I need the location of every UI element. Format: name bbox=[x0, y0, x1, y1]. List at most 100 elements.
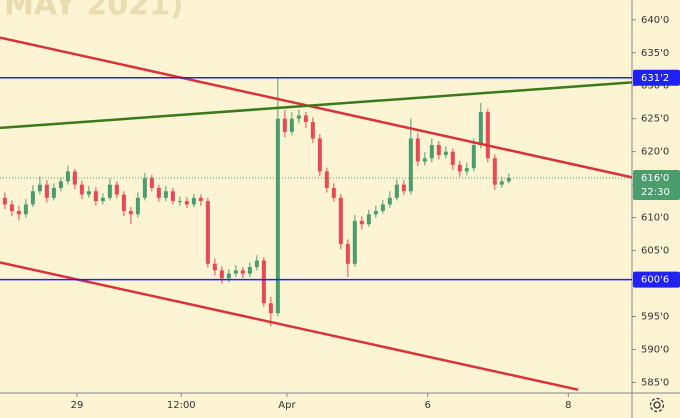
candle-body bbox=[415, 138, 420, 162]
candle-body bbox=[135, 197, 140, 215]
trendline bbox=[0, 261, 579, 391]
level-label: 631'2 bbox=[641, 73, 669, 84]
candle-body bbox=[16, 211, 21, 215]
watermark: MAY 2021) bbox=[4, 0, 184, 23]
y-tick-label: 610'0 bbox=[641, 213, 669, 224]
candle-body bbox=[499, 181, 504, 185]
candle-body bbox=[387, 197, 392, 205]
candle-body bbox=[240, 270, 245, 274]
level-badge bbox=[633, 69, 680, 86]
candle-body bbox=[443, 151, 448, 155]
trendline bbox=[0, 81, 633, 130]
candle-body bbox=[219, 270, 224, 279]
y-tick-label: 585'0 bbox=[641, 377, 669, 388]
candle-body bbox=[331, 187, 336, 198]
candle-body bbox=[170, 191, 175, 202]
candle-body bbox=[359, 220, 364, 225]
candle-body bbox=[408, 138, 413, 192]
candle-body bbox=[9, 204, 14, 212]
candle-body bbox=[107, 184, 112, 198]
candle-body bbox=[247, 267, 252, 274]
candle-body bbox=[296, 115, 301, 119]
candle-body bbox=[93, 191, 98, 202]
candle-body bbox=[191, 197, 196, 205]
candle-body bbox=[345, 243, 350, 264]
y-tick-label: 590'0 bbox=[641, 344, 669, 355]
y-tick-label: 635'0 bbox=[641, 48, 669, 59]
candle-body bbox=[156, 187, 161, 198]
candle-body bbox=[310, 121, 315, 139]
last-price-label: 616'0 bbox=[641, 173, 669, 184]
candle-body bbox=[450, 151, 455, 165]
candle-body bbox=[100, 197, 105, 202]
candle-body bbox=[261, 260, 266, 304]
y-tick-label: 605'0 bbox=[641, 246, 669, 257]
candle-body bbox=[79, 184, 84, 195]
x-tick-label: 8 bbox=[565, 400, 571, 411]
candle-body bbox=[205, 201, 210, 264]
y-tick-label: 595'0 bbox=[641, 312, 669, 323]
candle-body bbox=[506, 178, 511, 182]
settings-icon[interactable] bbox=[649, 397, 665, 413]
x-tick-label: 6 bbox=[424, 400, 430, 411]
candle-body bbox=[254, 260, 259, 268]
candle-body bbox=[58, 181, 63, 188]
candle-body bbox=[352, 220, 357, 264]
candle-body bbox=[471, 145, 476, 169]
candle-body bbox=[289, 118, 294, 132]
y-tick-label: 640'0 bbox=[641, 15, 669, 26]
countdown-label: 22:30 bbox=[641, 187, 670, 198]
candle-body bbox=[51, 187, 56, 198]
candle-body bbox=[429, 145, 434, 159]
candle-body bbox=[457, 164, 462, 172]
candle-body bbox=[23, 204, 28, 215]
candle-body bbox=[338, 197, 343, 244]
candle-body bbox=[128, 211, 133, 215]
trendline bbox=[0, 36, 633, 179]
candle-body bbox=[226, 273, 231, 279]
candle-body bbox=[282, 118, 287, 132]
candle-body bbox=[373, 211, 378, 215]
candle-body bbox=[149, 178, 154, 188]
candle-body bbox=[380, 204, 385, 212]
candle-body bbox=[184, 201, 189, 205]
candle-body bbox=[72, 171, 77, 185]
y-tick-label: 620'0 bbox=[641, 147, 669, 158]
candle-body bbox=[142, 178, 147, 198]
candle-body bbox=[37, 184, 42, 192]
candle-body bbox=[2, 197, 7, 205]
candle-body bbox=[324, 171, 329, 188]
candle-body bbox=[366, 214, 371, 225]
candle-body bbox=[86, 191, 91, 195]
candle-body bbox=[44, 184, 49, 198]
candle-body bbox=[114, 184, 119, 195]
x-tick-label: Apr bbox=[278, 400, 296, 411]
candle-body bbox=[163, 191, 168, 198]
level-badge bbox=[633, 271, 680, 288]
candle-body bbox=[303, 115, 308, 122]
candle-body bbox=[268, 303, 273, 314]
candle-body bbox=[478, 112, 483, 146]
x-tick-label: 12:00 bbox=[167, 400, 196, 411]
y-tick-label: 625'0 bbox=[641, 114, 669, 125]
candle-body bbox=[401, 184, 406, 192]
candle-body bbox=[275, 118, 280, 314]
candle-body bbox=[394, 184, 399, 198]
level-label: 600'6 bbox=[641, 275, 669, 286]
candle-body bbox=[233, 270, 238, 274]
candle-body bbox=[422, 158, 427, 162]
candle-body bbox=[485, 112, 490, 159]
candle-body bbox=[121, 194, 126, 212]
last-price-badge bbox=[633, 170, 680, 201]
candle-body bbox=[492, 158, 497, 185]
candle-body bbox=[464, 168, 469, 172]
candle-body bbox=[436, 145, 441, 155]
candle-body bbox=[212, 263, 217, 271]
candle-body bbox=[65, 171, 70, 182]
candle-body bbox=[30, 191, 35, 205]
y-tick-label: 630'0 bbox=[641, 81, 669, 92]
candle-body bbox=[177, 201, 182, 203]
x-tick-label: 29 bbox=[71, 400, 84, 411]
candle-body bbox=[317, 138, 322, 172]
